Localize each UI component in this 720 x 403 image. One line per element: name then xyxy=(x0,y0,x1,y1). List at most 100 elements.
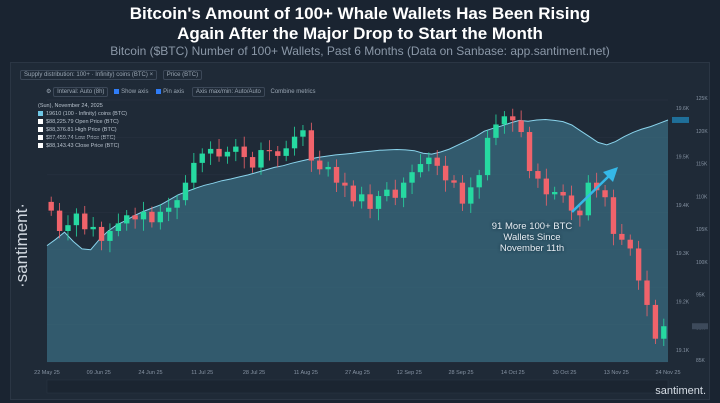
candle-body xyxy=(149,211,155,223)
candle-body xyxy=(535,171,541,179)
candle-body xyxy=(73,213,80,226)
candle-body xyxy=(140,211,147,220)
candle-body xyxy=(216,148,222,157)
annotation-arrow-line xyxy=(571,174,611,213)
metric-tab-wallets[interactable]: Supply distribution: 100+ · Infinity) co… xyxy=(20,70,158,80)
annotation-line2: Wallets Since xyxy=(503,232,561,243)
candle-body xyxy=(602,190,608,198)
candle-body xyxy=(207,148,214,154)
price-value-tag xyxy=(692,323,708,330)
price-axis-label: 85K xyxy=(696,358,706,364)
x-tick-label: 11 Aug 25 xyxy=(294,370,318,376)
candle-body xyxy=(115,223,122,231)
wallet-axis-label: 19.3K xyxy=(676,251,690,257)
navigator-strip xyxy=(46,379,669,394)
show-axis-checkbox[interactable] xyxy=(114,88,120,94)
santiment-logo: santiment. xyxy=(655,385,706,397)
candle-body xyxy=(165,207,172,212)
x-tick-label: 24 Nov 25 xyxy=(655,370,680,376)
candle-body xyxy=(627,239,633,249)
candle-body xyxy=(468,187,474,204)
legend-swatch xyxy=(38,143,43,149)
wallet-axis-label: 19.1K xyxy=(676,348,690,354)
pin-axis-label: Pin axis xyxy=(163,89,185,95)
legend-row: $88,376.81 High Price (BTC) xyxy=(38,126,127,134)
hover-legend: (Sun), November 24, 2025 19610 (100 - In… xyxy=(38,102,127,150)
candle-body xyxy=(442,165,449,181)
watermark-text: ·santiment· xyxy=(13,203,31,288)
candle-body xyxy=(610,197,617,234)
candle-body xyxy=(661,326,667,339)
x-tick-label: 24 Jun 25 xyxy=(138,370,162,376)
price-axis-label: 110K xyxy=(696,194,708,200)
candle-body xyxy=(635,248,642,281)
close-icon[interactable]: × xyxy=(149,72,154,78)
candle-body xyxy=(451,180,457,183)
interval-select[interactable]: Interval: Auto (8h) xyxy=(53,87,109,97)
annotation-line1: 91 More 100+ BTC xyxy=(491,221,573,232)
combine-metrics-button[interactable]: Combine metrics xyxy=(270,89,316,95)
candle-body xyxy=(65,225,71,231)
price-axis-label: 95K xyxy=(696,293,706,299)
candle-body xyxy=(577,210,583,216)
candle-body xyxy=(367,194,373,209)
x-tick-label: 27 Aug 25 xyxy=(345,370,370,376)
candle-body xyxy=(568,195,575,211)
santiment-watermark: ·santiment· xyxy=(13,203,31,288)
wallets-area xyxy=(47,119,668,362)
legend-swatch xyxy=(38,119,43,125)
candle-body xyxy=(258,150,264,168)
candle-body xyxy=(291,136,298,149)
wallet-axis-label: 19.4K xyxy=(676,203,690,209)
price-axis-label: 120K xyxy=(696,129,708,135)
chart-title-line2: Again After the Major Drop to Start the … xyxy=(177,24,543,43)
candle-body xyxy=(124,215,130,224)
pin-axis-checkbox[interactable] xyxy=(156,88,162,94)
candle-body xyxy=(552,191,558,195)
axis-max-min-select[interactable]: Axis max/min: Auto/Auto xyxy=(191,87,265,97)
x-tick-label: 22 May 25 xyxy=(34,370,60,376)
legend-value: $87,459.74 xyxy=(46,135,76,141)
x-tick-label: 12 Sep 25 xyxy=(397,370,422,376)
candle-body xyxy=(459,182,466,204)
metric-tab-price[interactable]: Price (BTC) xyxy=(162,70,203,80)
legend-label: Open Price (BTC) xyxy=(75,119,119,125)
legend-swatch xyxy=(38,127,43,133)
legend-swatch xyxy=(38,135,43,141)
wallets-line xyxy=(46,118,669,251)
legend-row: $88,225.79 Open Price (BTC) xyxy=(38,118,127,126)
candle-body xyxy=(526,132,533,172)
metric-settings: ⚙ Interval: Auto (8h) Show axis Pin axis… xyxy=(46,87,316,97)
price-axis-label: 105K xyxy=(696,227,708,233)
candle-body xyxy=(384,189,390,197)
candle-body xyxy=(174,200,180,208)
candle-body xyxy=(157,211,163,223)
candle-body xyxy=(476,175,482,188)
candle-body xyxy=(350,185,356,202)
x-tick-label: 11 Jul 25 xyxy=(191,370,213,376)
candle-body xyxy=(283,148,289,156)
price-axis-label: 125K xyxy=(696,96,708,102)
candle-body xyxy=(518,120,524,133)
legend-value: 19610 xyxy=(46,111,63,117)
candle-body xyxy=(543,178,550,195)
candle-body xyxy=(132,215,138,220)
candle-body xyxy=(375,196,382,209)
candle-body xyxy=(619,233,625,240)
candle-body xyxy=(266,150,273,152)
legend-label: (100 - Infinity) coins (BTC) xyxy=(62,111,128,117)
candle-body xyxy=(191,162,197,183)
candle-body xyxy=(224,151,231,157)
candle-body xyxy=(182,182,189,201)
x-tick-label: 30 Oct 25 xyxy=(553,370,577,376)
candle-body xyxy=(434,157,440,166)
legend-value: $88,376.81 xyxy=(46,127,76,133)
wallet-axis-label: 19.2K xyxy=(676,300,690,306)
legend-swatch xyxy=(38,111,43,117)
gear-icon[interactable]: ⚙ xyxy=(46,89,52,95)
candle-body xyxy=(300,130,306,137)
annotation-text: 91 More 100+ BTC Wallets Since November … xyxy=(482,221,582,254)
legend-row: 19610 (100 - Infinity) coins (BTC) xyxy=(38,110,127,118)
candle-body xyxy=(359,194,365,202)
